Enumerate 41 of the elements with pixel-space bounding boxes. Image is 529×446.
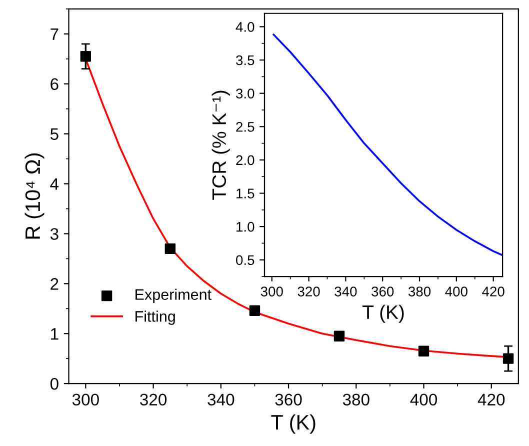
y-tick-label: 1.0 bbox=[236, 222, 254, 232]
x-tick-label: 360 bbox=[372, 286, 394, 296]
y-tick-label: 5 bbox=[50, 128, 58, 140]
y-tick-label: 6 bbox=[50, 78, 58, 90]
y-tick-label: 2.0 bbox=[236, 155, 254, 166]
point bbox=[418, 346, 430, 356]
x-tick-label: 400 bbox=[445, 286, 468, 296]
y-tick-label: 2 bbox=[50, 278, 58, 290]
y-tick-label: 2.5 bbox=[236, 122, 254, 132]
y-tick-label: 1 bbox=[51, 328, 58, 340]
x-tick-label: 320 bbox=[140, 394, 167, 406]
x-tick-label: 380 bbox=[408, 286, 431, 296]
x-tick-label: 400 bbox=[410, 394, 438, 406]
x-tick-label: 340 bbox=[208, 394, 234, 406]
x-tick-label: 300 bbox=[260, 286, 283, 296]
x-tick-label: 300 bbox=[72, 394, 99, 406]
x-axis-title: T (K) bbox=[362, 304, 404, 323]
x-tick-label: 420 bbox=[482, 286, 504, 296]
y-tick-label: 0.5 bbox=[236, 255, 254, 266]
x-tick-label: 360 bbox=[275, 394, 302, 406]
y-axis-title: TCR (% K⁻¹) bbox=[212, 90, 230, 200]
y-tick-label: 3.0 bbox=[236, 88, 254, 98]
y-tick-label: 3.5 bbox=[236, 55, 254, 66]
point bbox=[334, 330, 345, 342]
x-tick-label: 340 bbox=[334, 286, 357, 296]
line-series bbox=[272, 34, 503, 256]
legend-label: Experiment bbox=[136, 288, 212, 303]
y-tick-label: 4.0 bbox=[236, 22, 254, 32]
x-axis-title: T (K) bbox=[271, 414, 316, 434]
point bbox=[164, 243, 176, 254]
legend-label: Fitting bbox=[136, 310, 175, 325]
point bbox=[249, 305, 260, 316]
y-tick-label: 1.5 bbox=[236, 188, 254, 198]
y-tick-label: 7 bbox=[50, 28, 58, 40]
y-tick-label: 0 bbox=[50, 378, 58, 390]
x-tick-label: 380 bbox=[342, 394, 370, 406]
x-tick-label: 420 bbox=[478, 394, 505, 406]
y-axis-title: R (10⁴ Ω) bbox=[24, 153, 44, 239]
y-tick-label: 3 bbox=[50, 228, 58, 240]
x-tick-label: 320 bbox=[298, 286, 320, 296]
y-tick-label: 4 bbox=[50, 178, 59, 190]
